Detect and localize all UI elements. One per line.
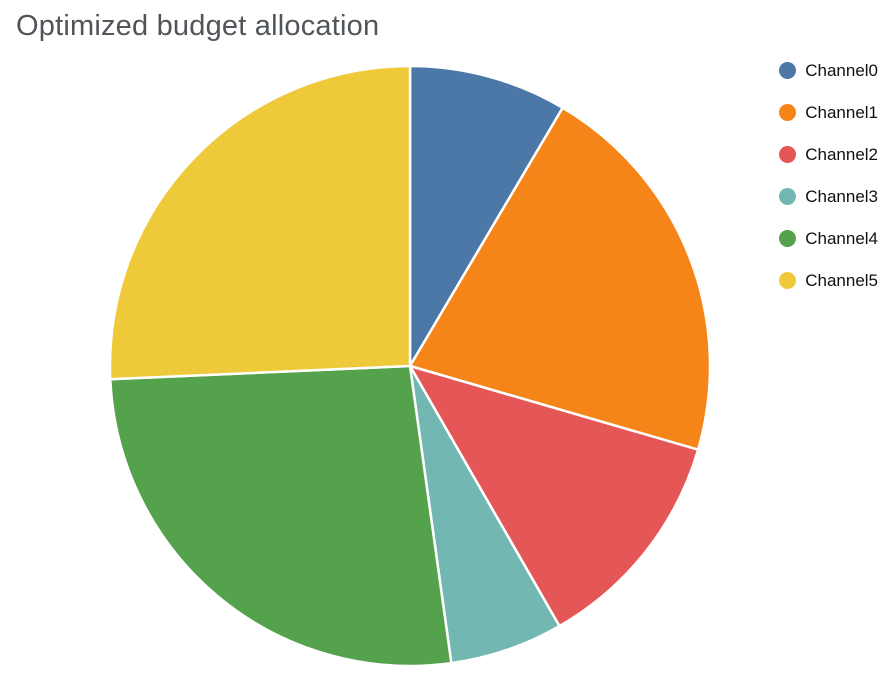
legend-label: Channel5 <box>805 271 878 290</box>
legend-swatch-icon <box>779 62 797 79</box>
legend-item-Channel0: Channel0 <box>779 62 878 79</box>
legend-label: Channel4 <box>805 229 878 248</box>
legend-label: Channel2 <box>805 145 878 164</box>
legend-item-Channel1: Channel1 <box>779 104 878 121</box>
pie-slice-Channel1 <box>408 106 712 451</box>
legend-item-Channel2: Channel2 <box>779 146 878 163</box>
chart-title: Optimized budget allocation <box>16 10 380 42</box>
legend-label: Channel3 <box>805 187 878 206</box>
legend-item-Channel4: Channel4 <box>779 230 878 247</box>
pie-slice-Channel4 <box>109 364 453 668</box>
legend-swatch-icon <box>779 104 797 121</box>
legend-swatch-icon <box>779 188 797 205</box>
pie-slice-Channel2 <box>408 364 700 628</box>
pie-slice-Channel0 <box>408 64 564 368</box>
legend-swatch-icon <box>779 230 797 247</box>
legend: Channel0 Channel1 Channel2 Channel3 Channel4… <box>779 62 878 289</box>
pie-slice-Channel5 <box>108 64 412 381</box>
legend-item-Channel3: Channel3 <box>779 188 878 205</box>
legend-swatch-icon <box>779 146 797 163</box>
legend-label: Channel1 <box>805 103 878 122</box>
legend-label: Channel0 <box>805 61 878 80</box>
legend-swatch-icon <box>779 272 797 289</box>
legend-item-Channel5: Channel5 <box>779 272 878 289</box>
